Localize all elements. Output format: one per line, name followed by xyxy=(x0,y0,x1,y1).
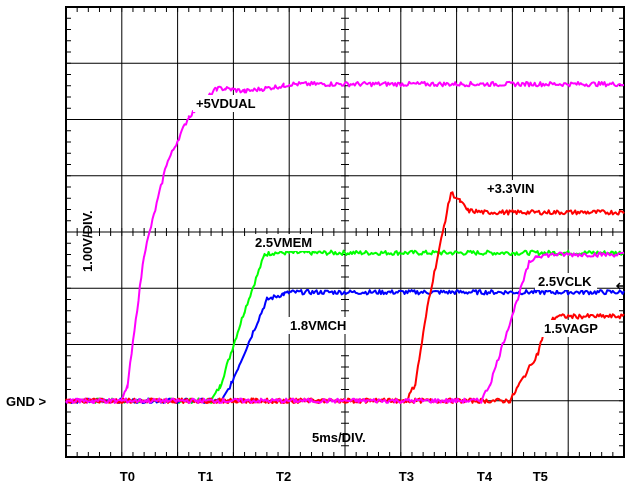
trace-5vdual xyxy=(65,80,624,404)
annotation-background xyxy=(287,317,350,334)
trace-label-15vagp: 1.5VAGP xyxy=(544,321,598,336)
trigger-arrow-icon xyxy=(615,282,624,290)
timing-marker-t1: T1 xyxy=(198,469,213,484)
trace-label-18vmch: 1.8VMCH xyxy=(290,318,346,333)
annotation-background xyxy=(484,180,547,197)
ground-marker-label: GND > xyxy=(6,394,47,409)
trace-label-25vclk: 2.5VCLK xyxy=(538,274,592,289)
timing-marker-t5: T5 xyxy=(533,469,548,484)
annotation-background xyxy=(252,234,315,251)
timing-marker-t4: T4 xyxy=(477,469,493,484)
x-axis-label: 5ms/DIV. xyxy=(312,430,366,445)
label-layer: 1.00V/DIV. 5ms/DIV. GND > +5VDUAL +3.3VIN… xyxy=(6,95,624,484)
trace-layer xyxy=(65,80,625,404)
trace-label-25vmem: 2.5VMEM xyxy=(255,235,312,250)
trace-label-33vin: +3.3VIN xyxy=(487,181,534,196)
y-axis-label: 1.00V/DIV. xyxy=(80,210,95,272)
graticule-grid xyxy=(65,6,625,458)
timing-marker-t2: T2 xyxy=(276,469,291,484)
timing-marker-t3: T3 xyxy=(399,469,414,484)
trace-label-5vdual: +5VDUAL xyxy=(196,96,256,111)
trace-25vclk xyxy=(65,251,625,404)
annotation-background xyxy=(535,273,598,290)
annotation-background xyxy=(541,320,604,337)
timing-marker-t0: T0 xyxy=(120,469,135,484)
annotation-background xyxy=(193,95,256,112)
